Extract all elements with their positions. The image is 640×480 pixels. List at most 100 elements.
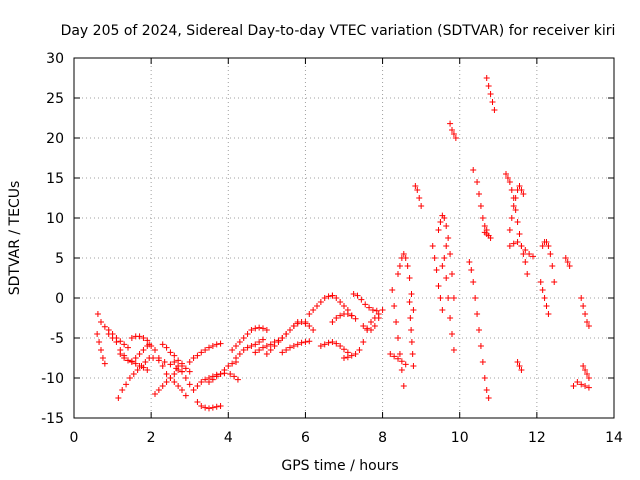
data-point [234,376,241,383]
series-arc-27 [341,311,382,361]
data-point [368,319,374,325]
data-point [155,355,162,361]
data-point [213,373,220,380]
data-point [138,363,145,369]
series-arc-11 [171,359,197,393]
data-point [443,223,450,229]
data-point [198,349,205,356]
data-point [167,361,174,368]
data-point [182,365,189,372]
data-point [171,359,178,365]
data-point [393,319,400,325]
data-point [121,355,128,361]
series-arc-29 [360,307,386,333]
data-point [566,263,573,269]
data-point [94,331,101,337]
data-point [248,327,255,333]
data-point [543,303,550,309]
data-point [337,343,344,349]
data-point [368,327,374,333]
data-point [225,363,232,369]
series-arc-31 [389,287,407,389]
data-point [209,404,216,411]
data-point [443,275,450,281]
data-point [477,203,484,209]
series-arc-01 [94,311,131,351]
data-point [520,251,527,257]
data-point [244,331,251,337]
data-point [113,339,120,345]
series-arc-38 [443,275,457,353]
data-point [140,347,147,353]
data-point [375,315,382,321]
data-point [182,392,189,399]
data-point [409,351,416,357]
data-point [229,360,236,367]
series-arc-51 [570,379,592,391]
axis-ticks: 0 2 4 6 8 10 12 14 -15 -10 -5 0 5 10 15 20 25 30 [41,51,623,446]
data-point [132,355,139,361]
series-arc-30 [387,351,409,368]
data-point [404,263,411,269]
data-point [433,267,440,273]
y-tick-label: -5 [50,331,64,347]
data-point [518,187,525,193]
data-point [437,295,444,301]
data-point [585,384,592,391]
data-point [406,275,413,281]
data-point [267,341,274,348]
x-tick-label: 2 [147,430,156,446]
data-point [130,371,137,377]
data-point [408,339,415,345]
data-point [256,339,263,345]
data-point [437,219,444,225]
data-point [132,360,139,367]
data-point [396,351,403,357]
plot-frame [73,57,615,419]
data-point [344,311,351,317]
data-point [175,363,182,369]
data-point [360,323,367,329]
data-point [283,347,290,353]
data-point [541,295,548,301]
data-point [483,75,490,81]
data-point [206,379,212,385]
data-point [508,187,515,193]
data-point [163,379,170,385]
data-point [317,299,324,305]
data-point [194,399,201,405]
data-point [260,325,266,332]
data-point [109,335,116,341]
data-point [489,99,496,105]
data-point [537,279,544,285]
data-point [508,215,515,221]
data-point [333,340,340,347]
data-point [400,383,407,389]
data-point [545,311,552,317]
data-point [477,343,484,349]
data-point [96,339,103,345]
data-point [101,360,108,367]
data-point [407,315,414,321]
series-arc-09 [152,363,185,397]
data-point [306,338,313,345]
data-point [452,135,459,141]
data-point [435,227,442,233]
data-point [545,243,552,249]
data-point [479,359,486,365]
data-point [115,395,122,401]
data-point [503,171,509,177]
data-point [481,375,488,381]
data-point [227,371,234,377]
data-point [578,381,585,388]
data-point [562,255,569,261]
data-point [167,375,174,381]
data-point [182,375,189,381]
data-point [271,343,278,349]
data-point [159,383,166,389]
data-point [524,271,531,277]
series-arc-49 [537,279,552,317]
data-point [474,311,481,317]
data-point [410,307,417,313]
